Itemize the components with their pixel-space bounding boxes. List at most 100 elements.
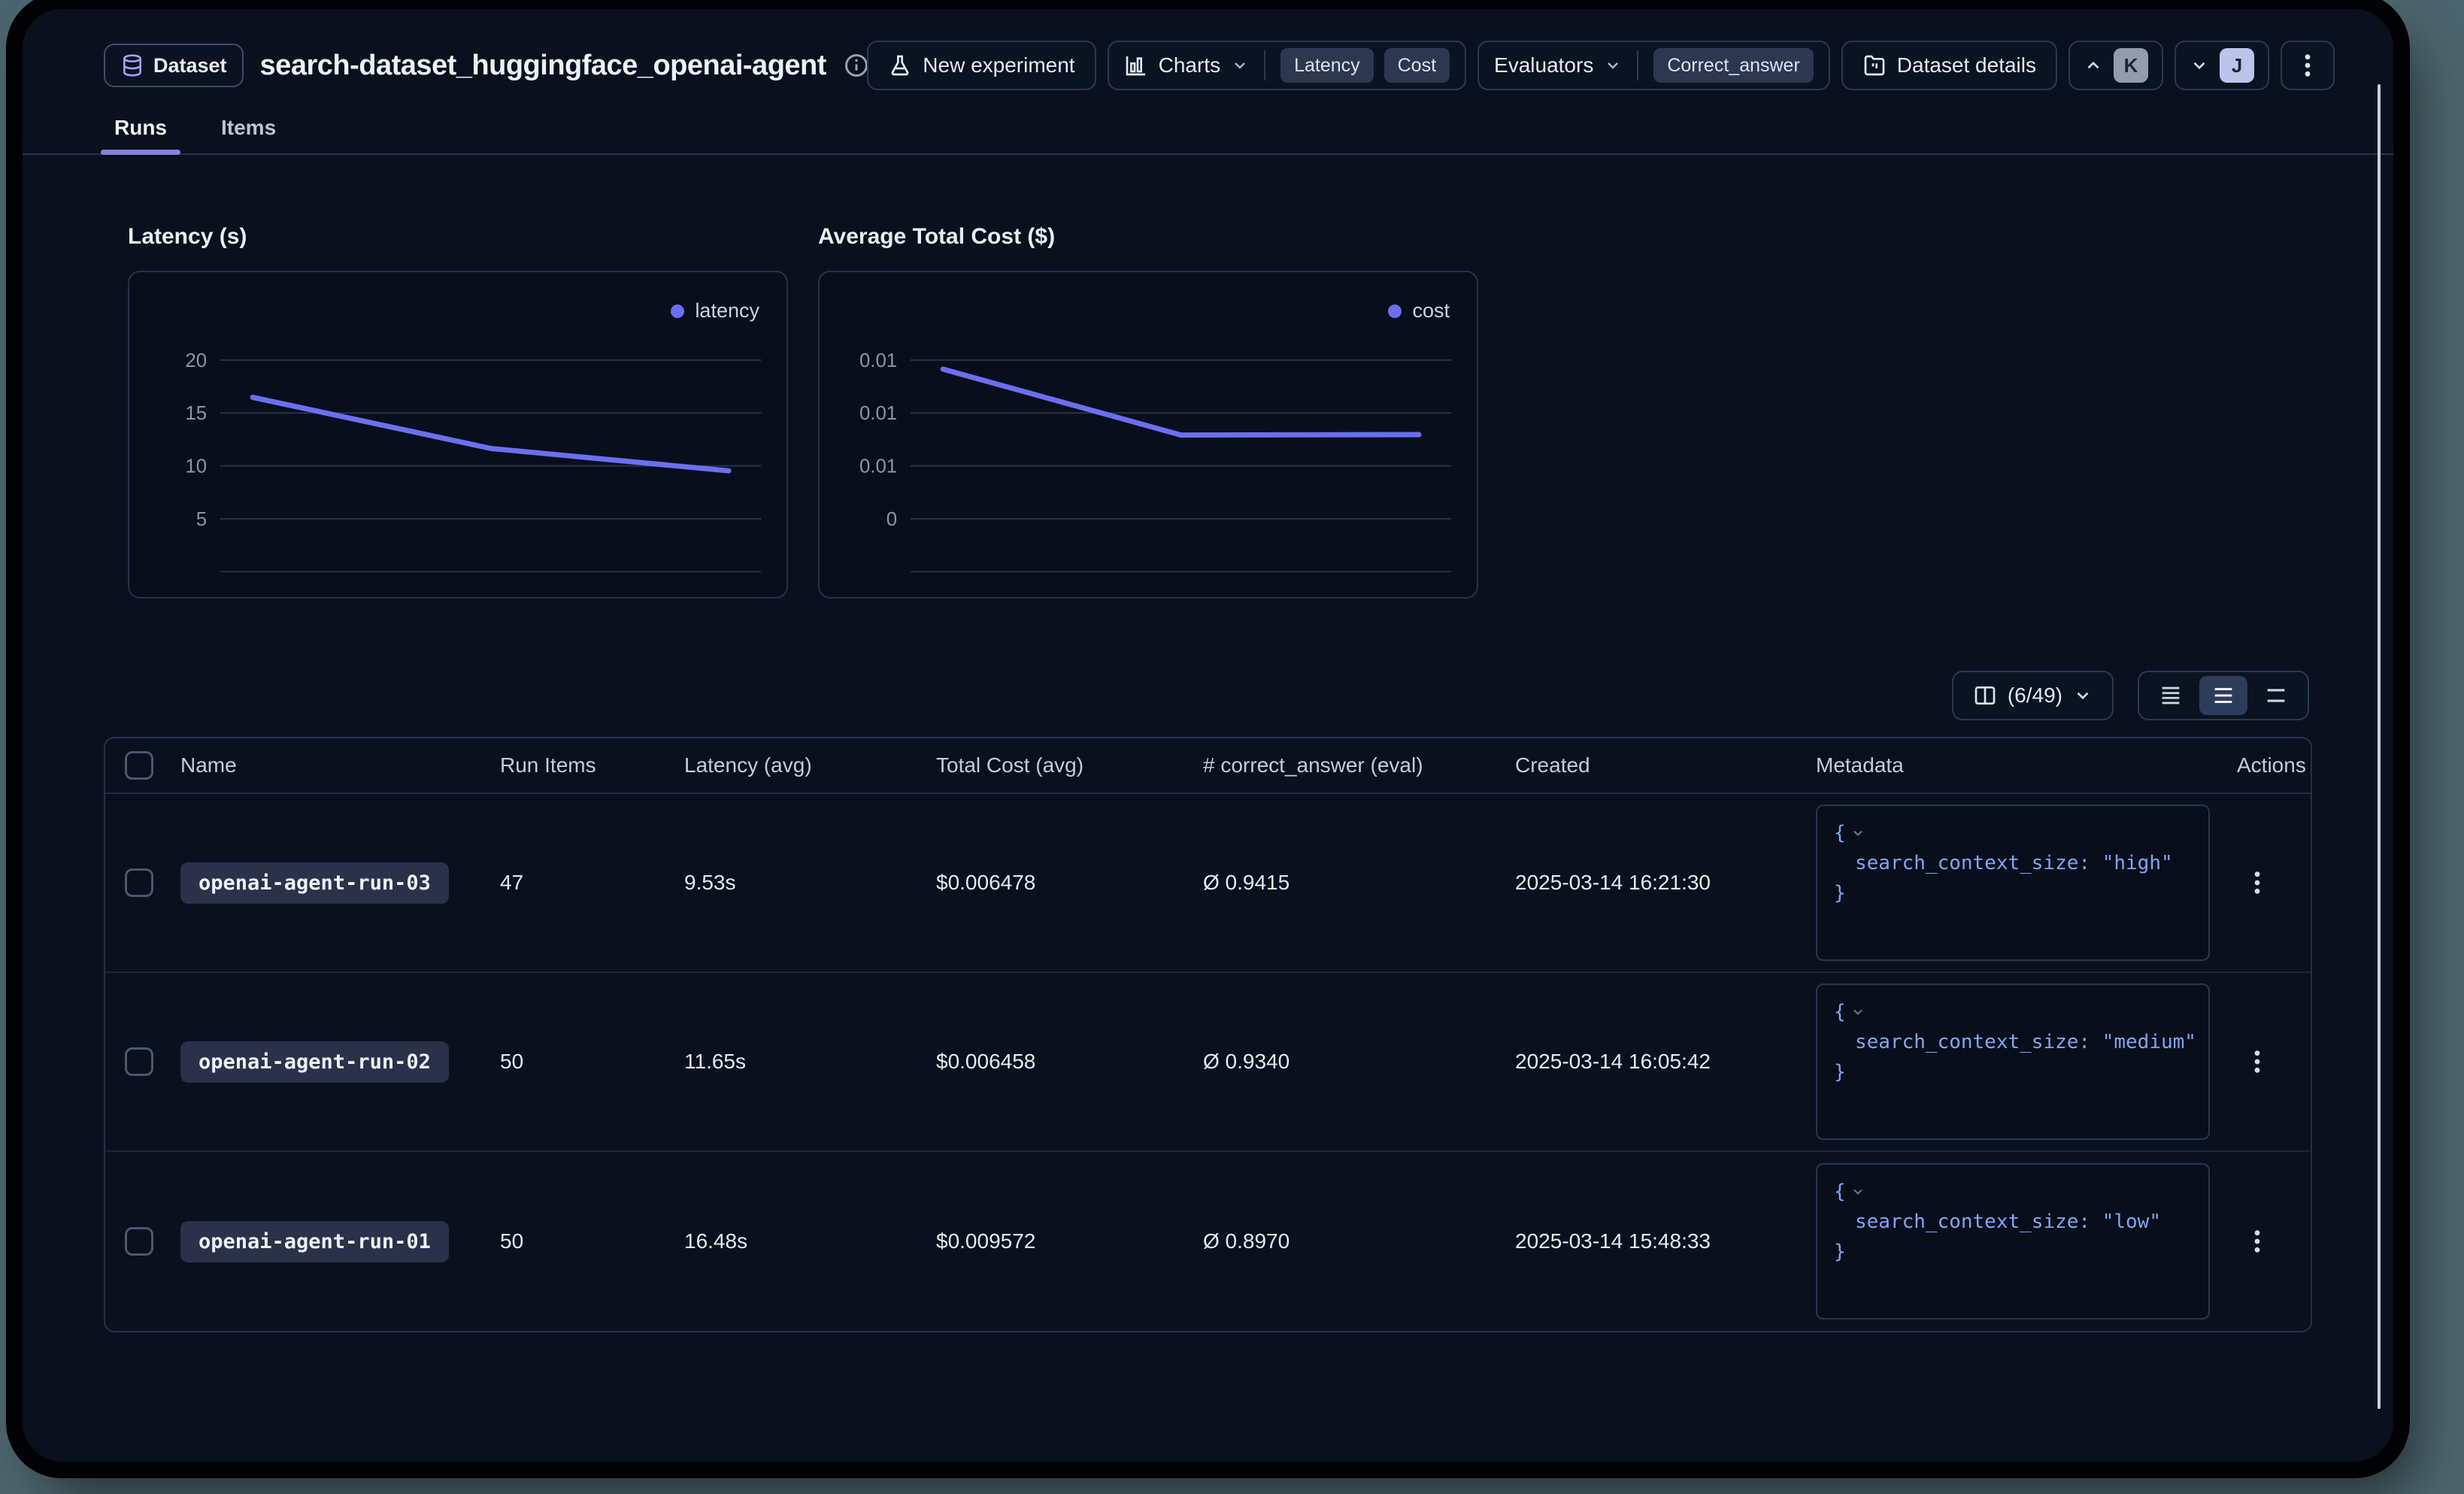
evaluators-label: Evaluators (1494, 53, 1594, 77)
svg-text:10: 10 (185, 456, 207, 477)
row-height-small-button[interactable] (2147, 676, 2195, 715)
legend-dot (1388, 304, 1402, 318)
metadata-json-line: search_context_size: "medium" (1855, 1031, 2196, 1053)
chevron-down-icon (1604, 56, 1622, 74)
run-name-badge[interactable]: openai-agent-run-02 (180, 1041, 449, 1083)
cost-chart-title: Average Total Cost ($) (818, 224, 1056, 249)
created-cell: 2025-03-14 16:21:30 (1515, 871, 1711, 894)
svg-text:0.01: 0.01 (859, 350, 897, 371)
latency-chart-card: 20 15 10 5 latency (128, 271, 788, 599)
svg-text:5: 5 (196, 509, 207, 530)
database-icon (120, 53, 144, 78)
column-header-latency[interactable]: Latency (avg) (684, 753, 812, 777)
row-actions-button[interactable] (2237, 859, 2278, 906)
chip-latency[interactable]: Latency (1280, 48, 1374, 83)
chevron-down-icon (2073, 686, 2093, 705)
evaluators-control-group[interactable]: Evaluators Correct_answer (1477, 41, 1830, 90)
row-checkbox[interactable] (125, 868, 153, 897)
more-actions-button[interactable] (2281, 41, 2335, 90)
latency-legend: latency (671, 299, 759, 323)
flask-icon (888, 53, 912, 77)
divider (1264, 50, 1266, 80)
legend-label: cost (1412, 299, 1450, 322)
table-row: openai-agent-run-02 50 11.65s $0.006458 … (105, 973, 2311, 1152)
runs-table: Name Run Items Latency (avg) Total Cost … (104, 737, 2312, 1332)
metadata-box[interactable]: { search_context_size: "low" } (1816, 1163, 2210, 1320)
avatar-j: J (2220, 48, 2254, 83)
table-row: openai-agent-run-03 47 9.53s $0.006478 Ø… (105, 794, 2311, 973)
total-cost-cell: $0.006458 (936, 1050, 1036, 1073)
compare-run-j-button[interactable]: J (2175, 41, 2269, 90)
svg-text:0: 0 (886, 509, 897, 530)
tab-items[interactable]: Items (221, 116, 277, 139)
info-icon[interactable] (843, 52, 870, 79)
run-items-cell: 50 (500, 1229, 524, 1253)
expand-chevron-icon[interactable] (1850, 1005, 1865, 1020)
metadata-box[interactable]: { search_context_size: "medium" } (1816, 983, 2210, 1140)
bar-chart-icon (1124, 53, 1148, 77)
column-header-metadata[interactable]: Metadata (1816, 753, 1904, 777)
svg-text:20: 20 (185, 350, 207, 371)
dataset-details-button[interactable]: Dataset details (1841, 41, 2057, 90)
new-experiment-button[interactable]: New experiment (867, 41, 1096, 90)
column-header-actions: Actions (2237, 753, 2306, 777)
total-cost-cell: $0.006478 (936, 871, 1036, 894)
latency-cell: 11.65s (684, 1050, 746, 1073)
compare-run-k-button[interactable]: K (2068, 41, 2163, 90)
folder-icon (1862, 53, 1887, 77)
run-name-badge[interactable]: openai-agent-run-01 (180, 1220, 449, 1262)
vertical-scrollbar[interactable] (2378, 84, 2381, 1409)
metadata-json-line: search_context_size: "low" (1855, 1211, 2161, 1233)
row-checkbox[interactable] (125, 1227, 153, 1256)
latency-chart-block: Latency (s) 20 15 10 5 latency (128, 224, 788, 599)
column-header-run-items[interactable]: Run Items (500, 753, 596, 777)
column-header-total-cost[interactable]: Total Cost (avg) (936, 753, 1084, 777)
row-checkbox[interactable] (125, 1047, 153, 1076)
svg-text:15: 15 (185, 403, 207, 424)
correct-answer-cell: Ø 0.9340 (1203, 1050, 1290, 1073)
select-all-checkbox[interactable] (125, 751, 153, 780)
app-window: Dataset search-dataset_huggingface_opena… (23, 9, 2393, 1462)
column-visibility-button[interactable]: (6/49) (1951, 671, 2114, 720)
tab-runs[interactable]: Runs (101, 111, 180, 155)
expand-chevron-icon[interactable] (1850, 826, 1865, 841)
run-items-cell: 47 (500, 871, 524, 894)
charts-section: Latency (s) 20 15 10 5 latency Average Tota… (23, 155, 2393, 599)
column-header-created[interactable]: Created (1515, 753, 1590, 777)
legend-dot (671, 304, 685, 318)
columns-icon (1973, 683, 1997, 708)
table-row: openai-agent-run-01 50 16.48s $0.009572 … (105, 1152, 2311, 1331)
created-cell: 2025-03-14 15:48:33 (1515, 1229, 1711, 1253)
metadata-json-line: search_context_size: "high" (1855, 852, 2173, 874)
cost-chart-card: 0.01 0.01 0.01 0 cost (818, 271, 1478, 599)
kebab-menu-icon (2297, 53, 2318, 78)
chip-cost[interactable]: Cost (1384, 48, 1450, 83)
row-actions-button[interactable] (2237, 1218, 2278, 1265)
charts-label: Charts (1158, 53, 1221, 77)
run-name-badge[interactable]: openai-agent-run-03 (180, 862, 449, 904)
svg-text:0.01: 0.01 (859, 456, 897, 477)
row-height-large-button[interactable] (2252, 676, 2300, 715)
row-actions-button[interactable] (2237, 1038, 2278, 1085)
table-header-row: Name Run Items Latency (avg) Total Cost … (105, 738, 2311, 794)
column-header-correct-answer[interactable]: # correct_answer (eval) (1203, 753, 1423, 777)
column-header-name[interactable]: Name (180, 753, 237, 777)
expand-chevron-icon[interactable] (1850, 1184, 1865, 1199)
legend-label: latency (695, 299, 759, 322)
tabs-bar: Runs Items (23, 90, 2393, 155)
row-height-toggle-group (2138, 671, 2309, 720)
columns-count: (6/49) (2007, 683, 2062, 707)
chevron-down-icon (2190, 56, 2209, 75)
metadata-box[interactable]: { search_context_size: "high" } (1816, 805, 2210, 961)
topbar: Dataset search-dataset_huggingface_opena… (23, 9, 2393, 90)
run-items-cell: 50 (500, 1050, 524, 1073)
table-controls: (6/49) (23, 599, 2393, 720)
latency-cell: 16.48s (684, 1229, 748, 1253)
created-cell: 2025-03-14 16:05:42 (1515, 1050, 1711, 1073)
row-height-medium-button[interactable] (2199, 676, 2247, 715)
cost-line-chart: 0.01 0.01 0.01 0 (859, 350, 1452, 573)
cost-legend: cost (1388, 299, 1450, 323)
latency-line-chart: 20 15 10 5 (185, 350, 762, 573)
chip-correct-answer[interactable]: Correct_answer (1653, 48, 1814, 83)
charts-control-group[interactable]: Charts Latency Cost (1107, 41, 1467, 90)
